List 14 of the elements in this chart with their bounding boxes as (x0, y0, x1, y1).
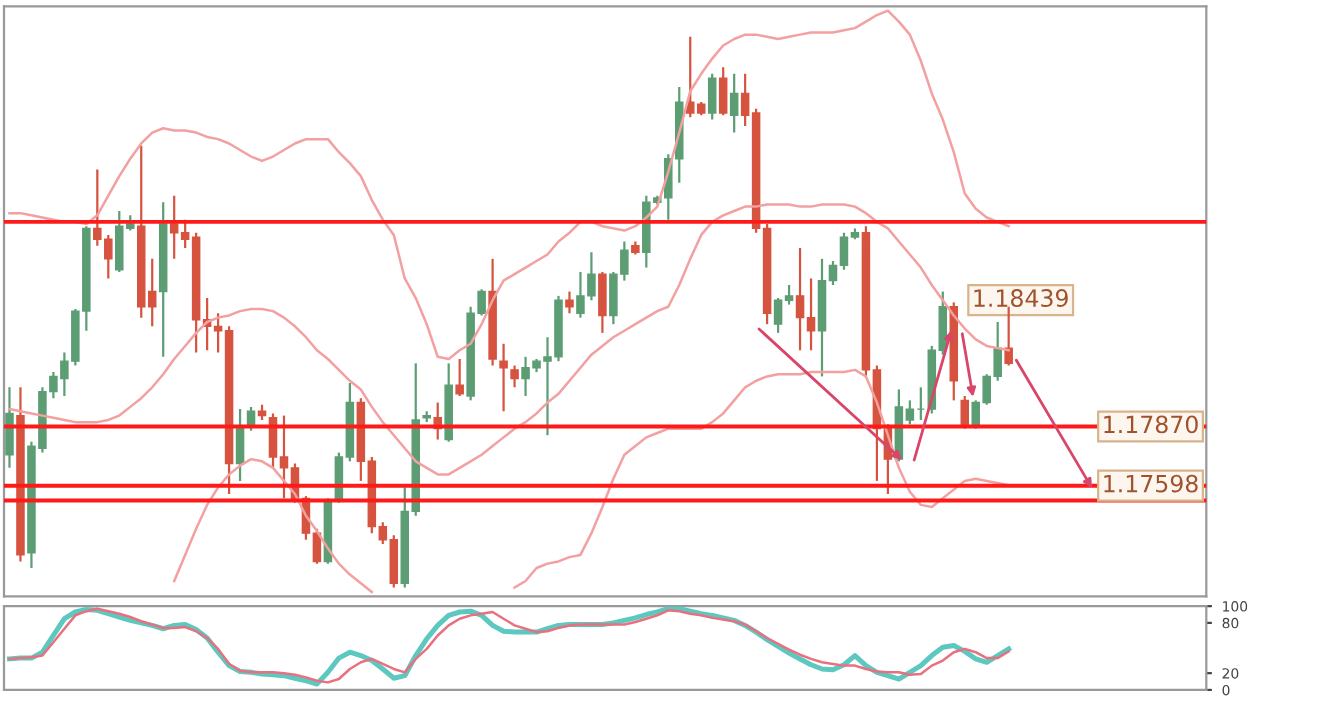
candlestick (707, 72, 717, 121)
candlestick (5, 386, 14, 469)
candlestick (729, 72, 739, 134)
ref-line-label: 1.17598 (1104, 474, 1198, 493)
candlestick (455, 357, 464, 398)
annotation: 1.18439 (974, 289, 1068, 307)
candlestick (499, 342, 508, 413)
ref-line-label: 1.17870 (1104, 415, 1198, 434)
candlestick (598, 270, 607, 334)
candlestick (235, 407, 245, 483)
candlestick (718, 66, 728, 117)
candlestick (510, 364, 519, 389)
candlestick (1004, 305, 1013, 367)
candlestick (565, 290, 574, 315)
